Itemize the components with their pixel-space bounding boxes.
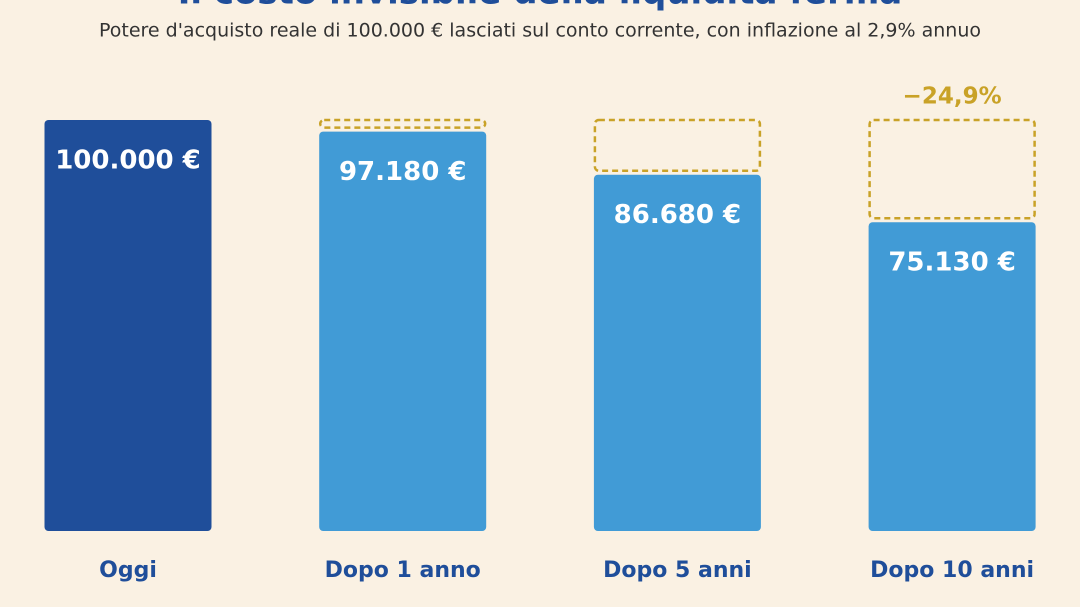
loss-outline: [318, 118, 487, 129]
loss-outline: [593, 118, 762, 172]
bar: [868, 222, 1036, 531]
value-label: 86.680 €: [614, 200, 741, 230]
bar: [319, 131, 487, 531]
chart-title: Il costo invisibile della liquidità ferm…: [178, 0, 902, 13]
value-label: 75.130 €: [888, 248, 1015, 278]
x-tick-label: Dopo 10 anni: [870, 558, 1034, 583]
x-tick-label: Dopo 5 anni: [603, 558, 752, 583]
x-tick-label: Oggi: [99, 558, 157, 583]
x-tick-label: Dopo 1 anno: [325, 558, 481, 583]
annotation: −24,9%: [903, 84, 1002, 110]
value-label: 100.000 €: [55, 146, 201, 176]
bar: [44, 120, 212, 531]
bar: [593, 174, 761, 532]
chart-subtitle: Potere d'acquisto reale di 100.000 € las…: [99, 20, 981, 42]
value-label: 97.180 €: [339, 157, 466, 187]
